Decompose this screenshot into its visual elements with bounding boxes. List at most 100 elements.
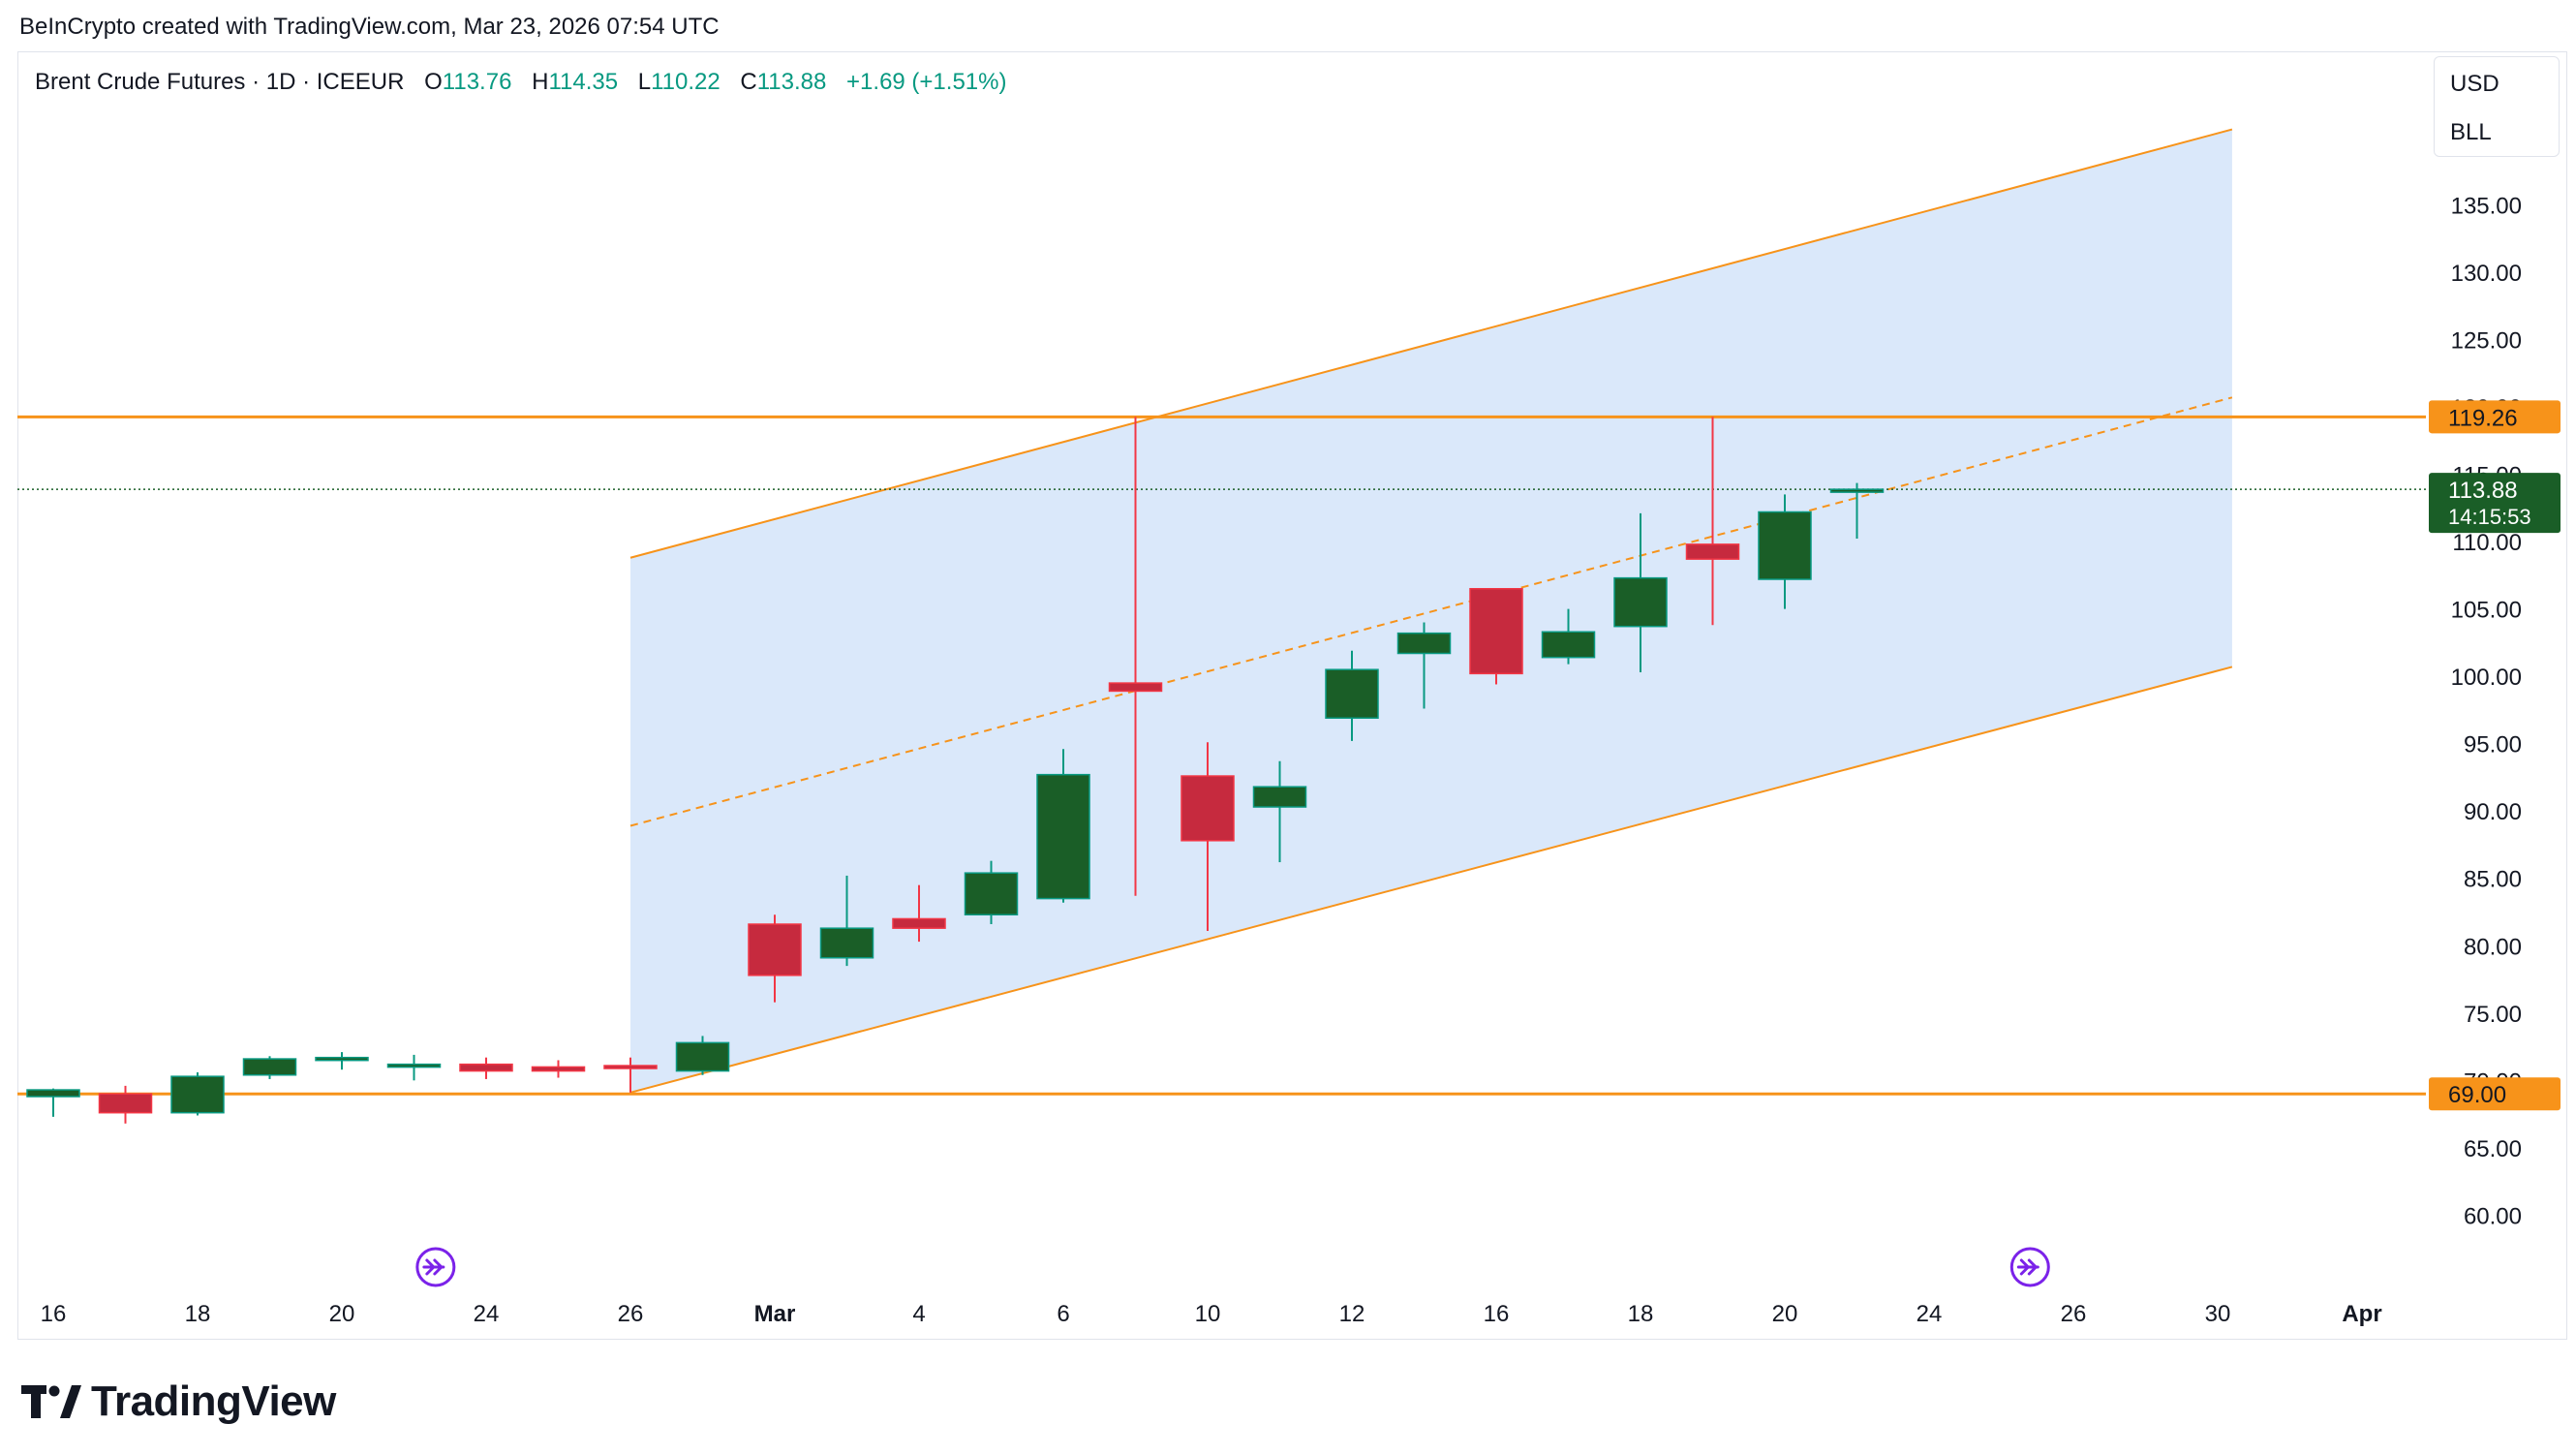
x-tick-label: 26 xyxy=(618,1301,644,1327)
tradingview-logo[interactable]: TradingView xyxy=(21,1378,336,1426)
candle-body xyxy=(1108,682,1163,693)
y-tick-label: 75.00 xyxy=(2464,1002,2522,1028)
candle-body xyxy=(26,1089,80,1098)
x-tick-label: 24 xyxy=(474,1301,500,1327)
candle[interactable] xyxy=(748,914,802,1003)
tradingview-mark-icon xyxy=(21,1385,81,1418)
candle[interactable] xyxy=(1758,494,1812,609)
candle[interactable] xyxy=(1036,749,1090,903)
x-tick-label: 20 xyxy=(1772,1301,1798,1327)
brand-name: TradingView xyxy=(91,1378,336,1425)
candle-body xyxy=(1685,543,1740,560)
candle-body xyxy=(459,1063,513,1072)
currency-unit-selector[interactable]: USD BLL xyxy=(2434,56,2560,157)
candle-body xyxy=(892,917,946,929)
y-tick-label: 65.00 xyxy=(2464,1136,2522,1162)
support-price-tag-text: 69.00 xyxy=(2448,1082,2506,1108)
candle[interactable] xyxy=(1181,742,1235,931)
last-price-tag-text: 14:15:53 xyxy=(2448,505,2531,529)
chart-caption: BeInCrypto created with TradingView.com,… xyxy=(19,14,720,40)
currency-label[interactable]: USD xyxy=(2450,71,2499,97)
candle[interactable] xyxy=(459,1057,513,1079)
candle-body xyxy=(1036,773,1090,900)
open-value: 113.76 xyxy=(442,69,512,95)
candle-body xyxy=(1541,631,1596,659)
x-tick-label: 12 xyxy=(1339,1301,1365,1327)
x-tick-label: 20 xyxy=(329,1301,355,1327)
candle[interactable] xyxy=(892,884,946,943)
candle[interactable] xyxy=(1252,760,1307,863)
candle[interactable] xyxy=(819,875,874,967)
candle[interactable] xyxy=(964,860,1019,925)
change-value: +1.69 (+1.51%) xyxy=(846,69,1007,95)
y-tick-label: 100.00 xyxy=(2451,665,2522,691)
candle-body xyxy=(1829,488,1885,493)
candle[interactable] xyxy=(1541,608,1596,665)
candle[interactable] xyxy=(1685,417,1740,626)
y-tick-label: 95.00 xyxy=(2464,732,2522,758)
candle[interactable] xyxy=(1396,622,1452,709)
x-tick-label: 16 xyxy=(1484,1301,1510,1327)
candle-body xyxy=(1252,786,1307,808)
candle[interactable] xyxy=(531,1060,586,1078)
support-price-tag[interactable]: 69.00 xyxy=(2429,1077,2561,1111)
candle[interactable] xyxy=(26,1088,80,1117)
open-label: O xyxy=(424,69,443,95)
candle[interactable] xyxy=(386,1054,442,1081)
symbol-title: Brent Crude Futures · 1D · ICEEUR xyxy=(35,69,405,95)
x-tick-label: 30 xyxy=(2205,1301,2231,1327)
event-arrow xyxy=(2016,1258,2039,1276)
candle[interactable] xyxy=(1108,417,1163,896)
candle[interactable] xyxy=(242,1056,297,1079)
y-tick-label: 125.00 xyxy=(2451,327,2522,354)
low-value: 110.22 xyxy=(651,69,721,95)
candle-body xyxy=(819,927,874,959)
candle[interactable] xyxy=(1325,650,1379,741)
last-price-tag-text: 113.88 xyxy=(2448,478,2518,504)
candle[interactable] xyxy=(1829,482,1885,540)
channel-lower-line[interactable] xyxy=(629,666,2233,1094)
y-tick-label: 60.00 xyxy=(2464,1203,2522,1229)
unit-label[interactable]: BLL xyxy=(2450,119,2492,145)
x-tick-label: 24 xyxy=(1917,1301,1943,1327)
candle[interactable] xyxy=(98,1085,153,1124)
event-arrow xyxy=(422,1258,445,1276)
candle[interactable] xyxy=(170,1071,225,1116)
resistance-price-tag-bg xyxy=(2429,400,2561,434)
last-price-tag-bg xyxy=(2429,473,2561,534)
chart-frame[interactable] xyxy=(17,51,2567,1340)
support-price-tag-bg xyxy=(2429,1077,2561,1111)
candle-body xyxy=(1758,511,1812,580)
candle[interactable] xyxy=(603,1057,658,1093)
candle-body xyxy=(1469,588,1523,675)
high-label: H xyxy=(532,69,549,95)
resistance-price-tag[interactable]: 119.26 xyxy=(2429,400,2561,434)
candle-body xyxy=(98,1093,153,1114)
close-label: C xyxy=(740,69,757,95)
y-tick-label: 90.00 xyxy=(2464,799,2522,825)
candle[interactable] xyxy=(1613,512,1668,672)
x-tick-label: 26 xyxy=(2061,1301,2087,1327)
high-value: 114.35 xyxy=(548,69,619,95)
y-tick-label: 105.00 xyxy=(2451,598,2522,624)
candle-body xyxy=(964,872,1019,916)
y-tick-label: 110.00 xyxy=(2452,530,2522,556)
candle[interactable] xyxy=(315,1052,369,1070)
symbol-legend: Brent Crude Futures · 1D · ICEEUR O113.7… xyxy=(35,69,1020,96)
y-tick-label: 130.00 xyxy=(2451,261,2522,287)
event-marker-icon[interactable] xyxy=(2009,1247,2050,1287)
candle-body xyxy=(603,1065,658,1069)
channel-median-line[interactable] xyxy=(629,396,2233,827)
candle[interactable] xyxy=(1469,588,1523,685)
candle-body xyxy=(1396,632,1452,655)
event-marker-icon[interactable] xyxy=(415,1247,456,1287)
candle-body xyxy=(1613,576,1668,628)
x-tick-label: 4 xyxy=(912,1301,925,1327)
y-tick-label: 85.00 xyxy=(2464,867,2522,893)
candle[interactable] xyxy=(675,1036,730,1075)
x-tick-label: Apr xyxy=(2342,1301,2381,1327)
low-label: L xyxy=(637,69,652,95)
channel-upper-line[interactable] xyxy=(629,128,2233,559)
